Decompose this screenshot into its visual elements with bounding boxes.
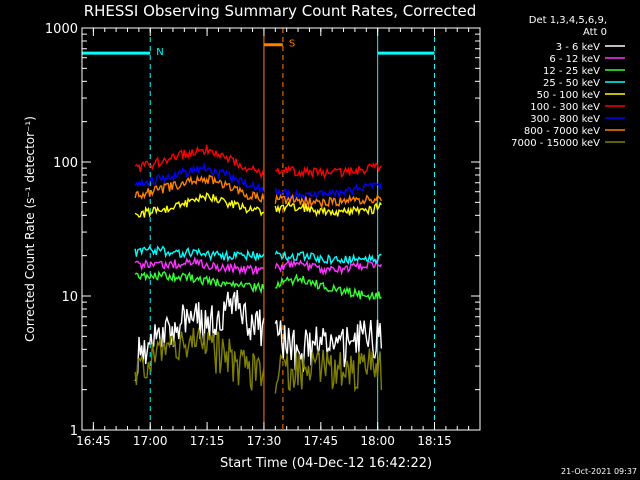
axes: 16:45 17:00 17:15 17:30 17:45 18:00 18:15 1 10 10… [45,22,481,448]
series-line-9-segment-1 [134,326,265,391]
legend-header: Att 0 [583,27,607,38]
series-line-4-segment-1 [134,245,265,263]
chart-title: RHESSI Observing Summary Count Rates, Co… [84,2,477,20]
legend-label: 7000 - 15000 keV [511,138,600,149]
series-line-6-segment-2 [275,162,382,180]
y-tick-label: 10 [61,290,78,305]
series-line-7-segment-1 [134,162,265,195]
series-line-8-segment-1 [134,174,265,203]
legend-label: 800 - 7000 keV [524,126,600,137]
legend-label: 50 - 100 keV [537,90,601,101]
series-line-9-segment-2 [274,348,383,394]
series-line-8-segment-2 [274,193,383,210]
series-line-2-segment-1 [134,255,264,276]
y-axis-title: Corrected Count Rate (s⁻¹ detector⁻¹) [23,116,37,342]
series-line-1-segment-2 [274,319,383,373]
legend-label: 25 - 50 keV [543,78,600,89]
series-line-5-segment-2 [274,201,382,218]
series-line-4-segment-2 [274,250,382,266]
series-line-5-segment-1 [134,192,264,218]
y-tick-label: 100 [53,156,78,171]
marker-label: N [156,47,163,58]
series-lines [134,144,383,394]
x-tick-label: 17:15 [190,434,225,448]
x-tick-label: 17:30 [247,434,282,448]
x-tick-label: 18:00 [360,434,395,448]
y-tick-label: 1000 [45,22,78,37]
x-tick-label: 18:15 [417,434,452,448]
legend-label: 100 - 300 keV [530,102,600,113]
x-axis-title: Start Time (04-Dec-12 16:42:22) [220,456,432,471]
series-line-3-segment-1 [134,270,265,295]
plot-frame [81,27,481,431]
series-line-3-segment-2 [275,273,382,301]
y-tick-label: 1 [70,424,78,439]
series-line-1-segment-1 [134,289,265,382]
legend-label: 6 - 12 keV [549,54,600,65]
x-tick-label: 17:00 [133,434,168,448]
series-line-2-segment-2 [274,258,382,277]
legend-header: Det 1,3,4,5,6,9, [529,15,607,26]
series-line-6-segment-1 [134,144,265,180]
legend-label: 300 - 800 keV [530,114,600,125]
legend-label: 3 - 6 keV [556,42,600,53]
marker-label: S [289,39,295,50]
x-tick-label: 17:45 [304,434,339,448]
x-tick-label: 16:45 [76,434,111,448]
legend-label: 12 - 25 keV [543,66,600,77]
timestamp: 21-Oct-2021 09:37 [561,467,637,476]
